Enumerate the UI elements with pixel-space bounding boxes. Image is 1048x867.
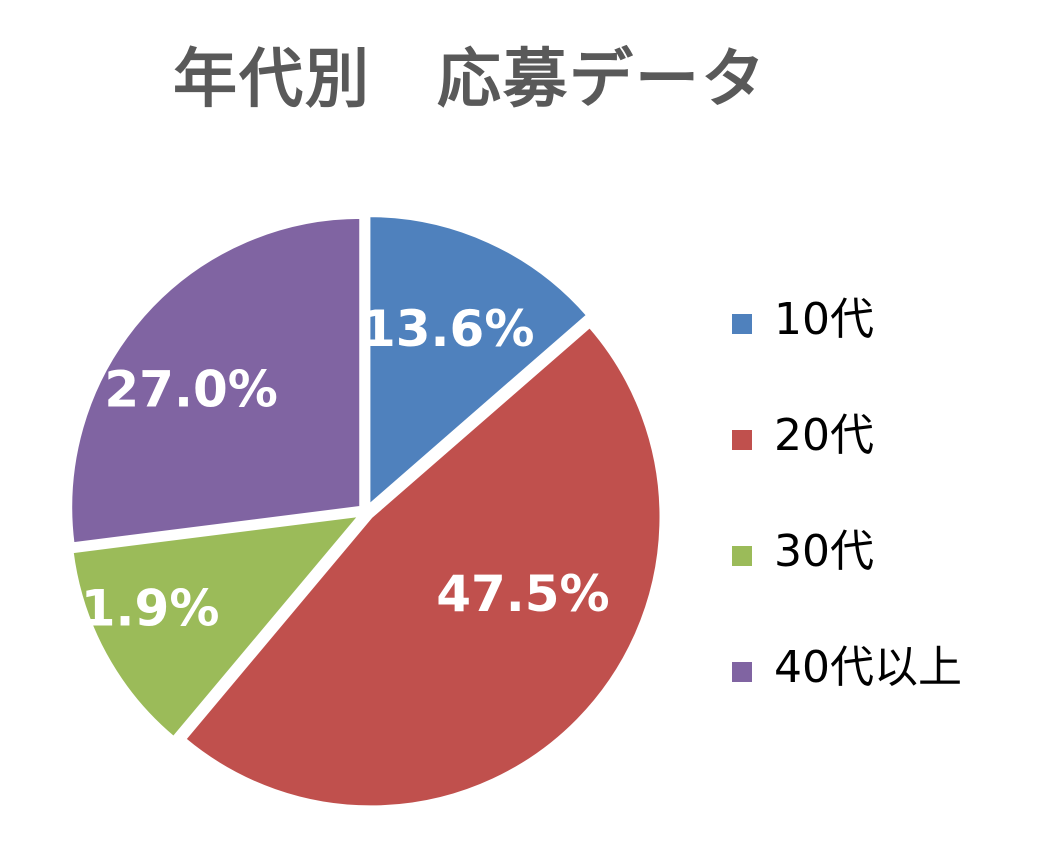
data-label: 27.0% xyxy=(104,361,277,419)
legend-swatch xyxy=(732,314,752,334)
data-label: 11.9% xyxy=(46,580,219,638)
chart-title: 年代別 応募データ xyxy=(173,43,767,117)
legend-swatch xyxy=(732,546,752,566)
chart-legend: 10代 20代 30代 40代以上 xyxy=(732,290,962,754)
legend-label: 20代 xyxy=(774,410,874,461)
slice-30s xyxy=(70,513,364,740)
slice-20s xyxy=(182,324,663,809)
legend-swatch xyxy=(732,430,752,450)
data-label: 13.6% xyxy=(361,300,534,358)
slice-40s-plus xyxy=(69,215,363,546)
legend-label: 30代 xyxy=(774,526,874,577)
legend-label: 40代以上 xyxy=(774,642,962,693)
legend-swatch xyxy=(732,662,752,682)
slice-10s xyxy=(367,214,590,509)
legend-item-20s: 20代 xyxy=(732,406,962,522)
legend-item-40s-plus: 40代以上 xyxy=(732,638,962,754)
data-label: 47.5% xyxy=(436,565,609,623)
legend-item-30s: 30代 xyxy=(732,522,962,638)
legend-label: 10代 xyxy=(774,294,874,345)
legend-item-10s: 10代 xyxy=(732,290,962,406)
